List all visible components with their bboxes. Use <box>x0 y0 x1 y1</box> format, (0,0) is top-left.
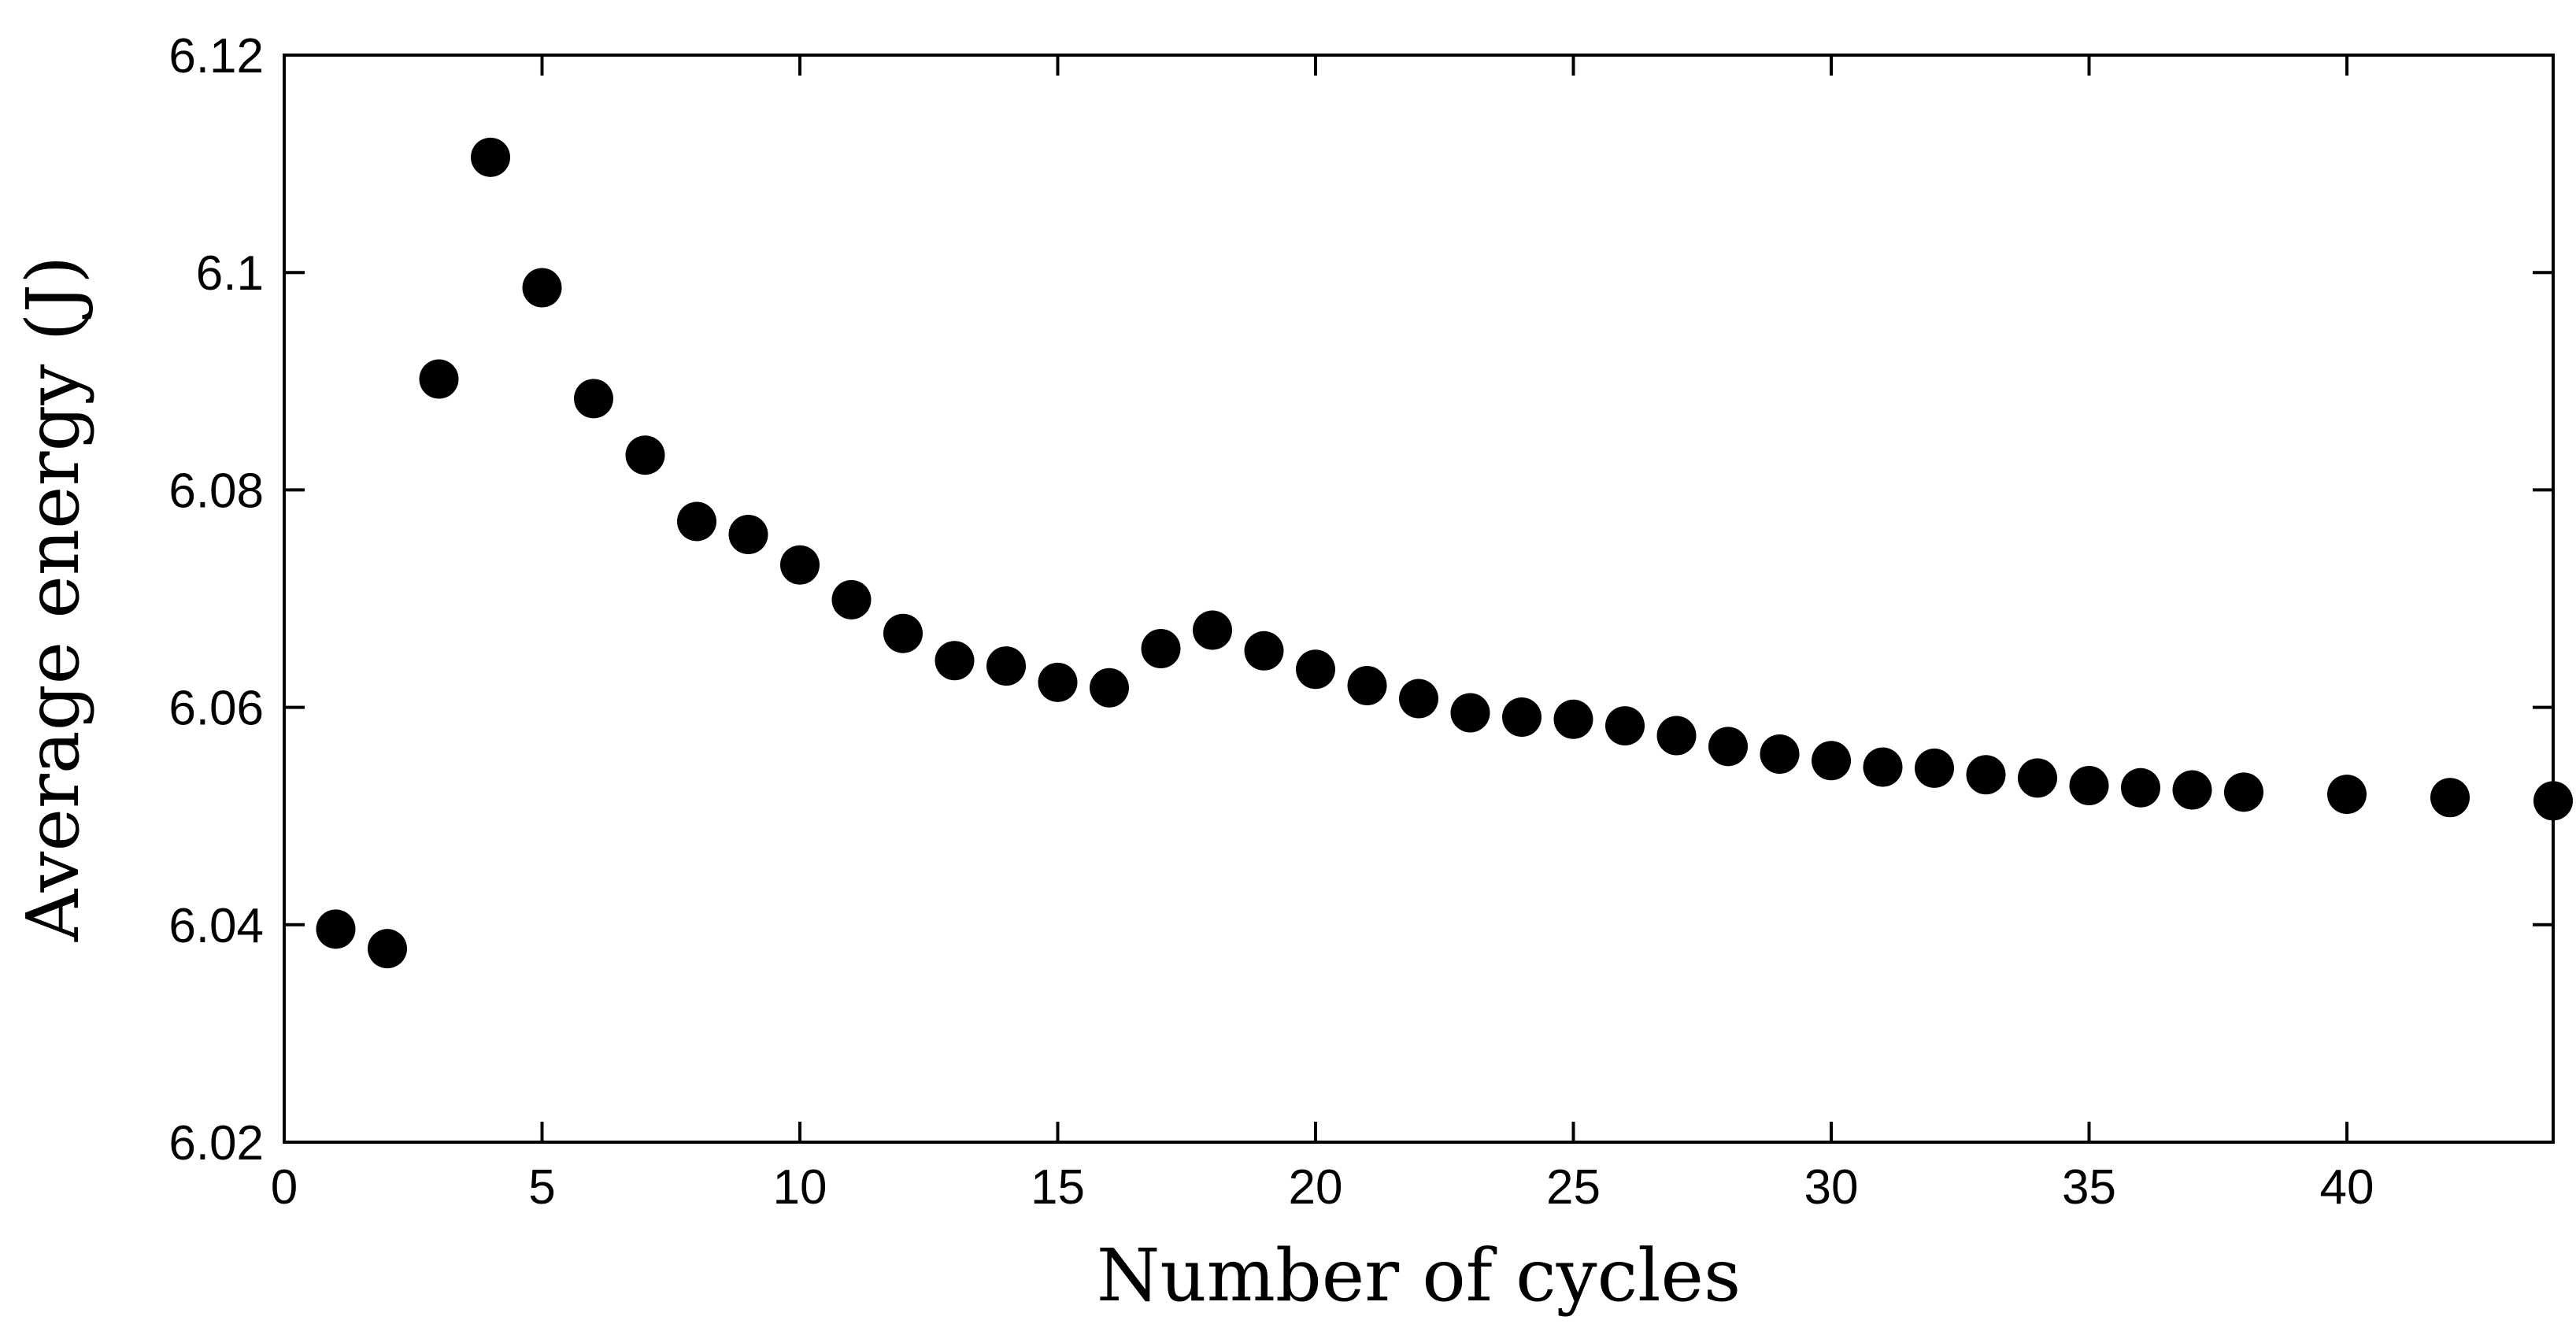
data-point <box>2069 766 2109 806</box>
data-point <box>1760 734 1800 774</box>
data-point <box>1656 716 1697 756</box>
data-point <box>1399 679 1438 719</box>
data-point <box>1966 755 2006 795</box>
data-point <box>2224 772 2263 812</box>
data-point <box>574 379 613 419</box>
data-point <box>780 545 820 585</box>
data-point <box>1347 665 1387 705</box>
data-point <box>1812 741 1851 781</box>
data-point <box>316 909 356 949</box>
x-tick-label: 40 <box>2320 1160 2374 1215</box>
y-tick-label: 6.02 <box>168 1116 264 1171</box>
data-point <box>1193 610 1232 650</box>
data-point <box>1296 649 1335 690</box>
y-axis-title: Average energy (J) <box>11 256 95 942</box>
data-point <box>1450 693 1490 733</box>
y-tick-label: 6.1 <box>196 246 264 301</box>
x-tick-label: 10 <box>773 1160 827 1215</box>
x-tick-label: 35 <box>2062 1160 2116 1215</box>
data-points <box>316 137 2573 969</box>
x-tick-label: 20 <box>1289 1160 1343 1215</box>
data-point <box>1605 706 1645 746</box>
x-tick-label: 25 <box>1546 1160 1601 1215</box>
data-point <box>1244 631 1284 671</box>
data-point <box>1141 629 1181 669</box>
data-point <box>677 501 716 542</box>
data-point <box>1915 748 1954 788</box>
data-point <box>1502 697 1542 738</box>
data-point <box>1863 747 1903 787</box>
y-tick-label: 6.08 <box>168 464 264 518</box>
data-point <box>2172 770 2212 810</box>
y-tick-label: 6.04 <box>168 899 264 953</box>
data-point <box>935 641 975 681</box>
x-tick-label: 30 <box>1804 1160 1859 1215</box>
data-point <box>883 613 923 653</box>
data-point <box>986 646 1026 686</box>
data-point <box>831 579 872 619</box>
y-tick-label: 6.06 <box>168 682 264 736</box>
x-tick-label: 15 <box>1031 1160 1085 1215</box>
data-point <box>728 515 768 555</box>
data-point <box>625 435 665 475</box>
data-point <box>2018 758 2057 798</box>
x-tick-label: 5 <box>528 1160 555 1215</box>
plot-frame <box>283 54 2555 1144</box>
data-point <box>1038 662 1078 702</box>
data-point <box>368 929 407 969</box>
data-point <box>419 359 459 399</box>
data-point <box>2327 775 2367 815</box>
data-point <box>522 268 562 308</box>
data-point <box>1553 699 1593 739</box>
x-tick-label: 0 <box>271 1160 298 1215</box>
y-tick-label: 6.12 <box>168 29 264 83</box>
data-point <box>1090 668 1129 708</box>
data-point <box>2121 767 2160 808</box>
data-point <box>1708 727 1748 767</box>
x-axis-title: Number of cycles <box>1097 1233 1741 1318</box>
data-point <box>2430 778 2470 818</box>
data-point <box>471 137 510 177</box>
axis-tick-labels: 0 5 10 15 20 25 30 35 40 6.02 6.04 6.06 6.08 6.1 6.12 <box>168 29 2374 1215</box>
